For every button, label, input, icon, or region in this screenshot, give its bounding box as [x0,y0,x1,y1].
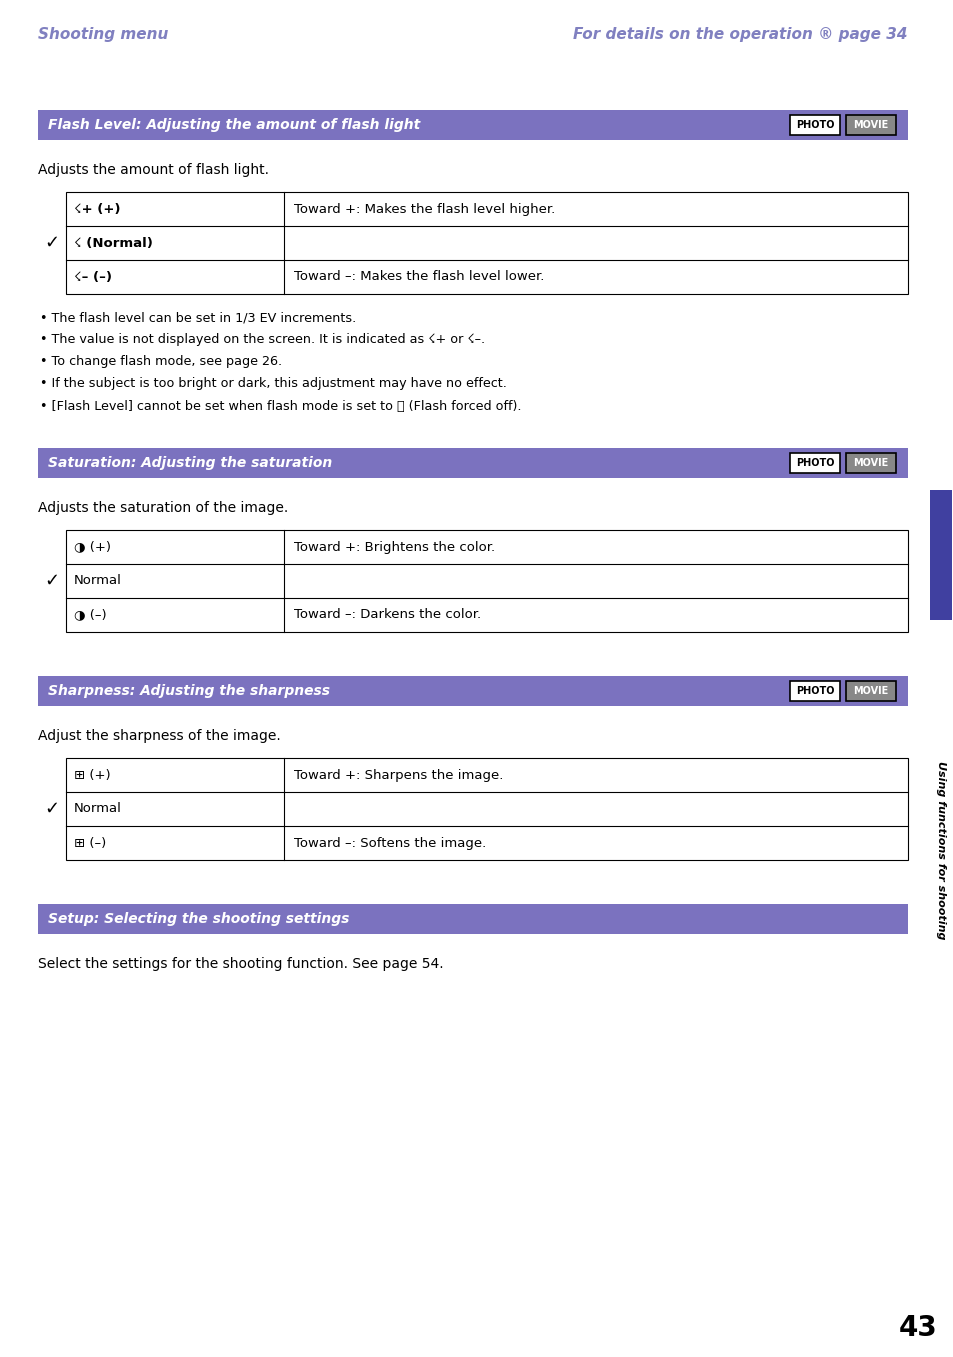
Text: ✓: ✓ [45,233,59,252]
Text: ☇– (–): ☇– (–) [74,270,112,284]
Text: Toward +: Sharpens the image.: Toward +: Sharpens the image. [294,768,503,782]
Text: ☇+ (+): ☇+ (+) [74,202,120,216]
Bar [789,681,840,702]
Bar [38,904,907,934]
Bar [789,453,840,474]
Text: • If the subject is too bright or dark, this adjustment may have no effect.: • If the subject is too bright or dark, … [40,377,506,391]
Text: Toward +: Makes the flash level higher.: Toward +: Makes the flash level higher. [294,202,555,216]
Text: Flash Level: Adjusting the amount of flash light: Flash Level: Adjusting the amount of fla… [48,118,420,132]
Bar [38,110,907,140]
Text: ✓: ✓ [45,573,59,590]
Text: • To change flash mode, see page 26.: • To change flash mode, see page 26. [40,356,282,369]
Bar [66,759,907,860]
Text: PHOTO: PHOTO [795,119,833,130]
Text: Toward –: Softens the image.: Toward –: Softens the image. [294,836,486,849]
Text: ⊞ (–): ⊞ (–) [74,836,106,849]
Text: PHOTO: PHOTO [795,459,833,468]
Text: ✓: ✓ [45,801,59,818]
Bar [789,115,840,134]
Text: Select the settings for the shooting function. See page 54.: Select the settings for the shooting fun… [38,957,443,972]
Text: ◑ (+): ◑ (+) [74,540,111,554]
Text: ⊞ (+): ⊞ (+) [74,768,111,782]
Bar [66,531,907,632]
Text: 43: 43 [899,1314,937,1342]
Text: Saturation: Adjusting the saturation: Saturation: Adjusting the saturation [48,456,332,470]
Text: Adjusts the saturation of the image.: Adjusts the saturation of the image. [38,501,288,516]
Bar [845,681,895,702]
Text: ◑ (–): ◑ (–) [74,608,107,622]
Text: Normal: Normal [74,802,122,816]
Text: MOVIE: MOVIE [853,459,887,468]
Text: For details on the operation ® page 34: For details on the operation ® page 34 [573,27,907,42]
Bar [845,115,895,134]
Bar [929,490,951,620]
Text: PHOTO: PHOTO [795,687,833,696]
Text: Shooting menu: Shooting menu [38,27,168,42]
Text: MOVIE: MOVIE [853,119,887,130]
Text: • [Flash Level] cannot be set when flash mode is set to Ⓢ (Flash forced off).: • [Flash Level] cannot be set when flash… [40,399,521,413]
Bar [38,676,907,706]
Text: Adjusts the amount of flash light.: Adjusts the amount of flash light. [38,163,269,176]
Text: • The flash level can be set in 1/3 EV increments.: • The flash level can be set in 1/3 EV i… [40,312,355,324]
Text: • The value is not displayed on the screen. It is indicated as ☇+ or ☇–.: • The value is not displayed on the scre… [40,334,485,346]
Bar [845,453,895,474]
Bar [66,191,907,294]
Text: ☇ (Normal): ☇ (Normal) [74,236,152,250]
Text: Toward –: Makes the flash level lower.: Toward –: Makes the flash level lower. [294,270,544,284]
Text: Toward –: Darkens the color.: Toward –: Darkens the color. [294,608,480,622]
Text: Using functions for shooting: Using functions for shooting [935,761,945,939]
Text: Toward +: Brightens the color.: Toward +: Brightens the color. [294,540,495,554]
Text: Sharpness: Adjusting the sharpness: Sharpness: Adjusting the sharpness [48,684,330,697]
Text: MOVIE: MOVIE [853,687,887,696]
Bar [38,448,907,478]
Text: Adjust the sharpness of the image.: Adjust the sharpness of the image. [38,729,280,744]
Text: Setup: Selecting the shooting settings: Setup: Selecting the shooting settings [48,912,349,925]
Text: Normal: Normal [74,574,122,588]
